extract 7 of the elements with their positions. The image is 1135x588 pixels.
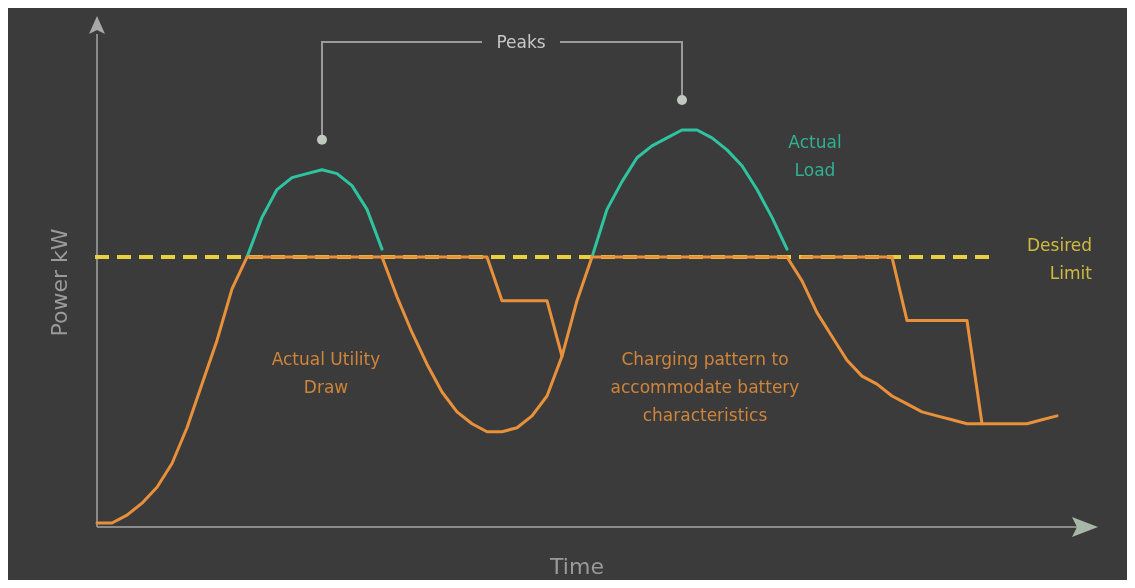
annotation: Charging pattern to accommodate battery characteristics xyxy=(610,349,800,425)
y-axis-title: Power kW xyxy=(47,228,72,337)
ref-line-label: Desired Limit xyxy=(1027,235,1093,284)
annotation: Actual Load xyxy=(788,132,842,180)
annotation: Actual Utility Draw xyxy=(271,349,381,397)
text: Peaks xyxy=(496,32,546,52)
x-axis-title: Time xyxy=(549,554,604,579)
